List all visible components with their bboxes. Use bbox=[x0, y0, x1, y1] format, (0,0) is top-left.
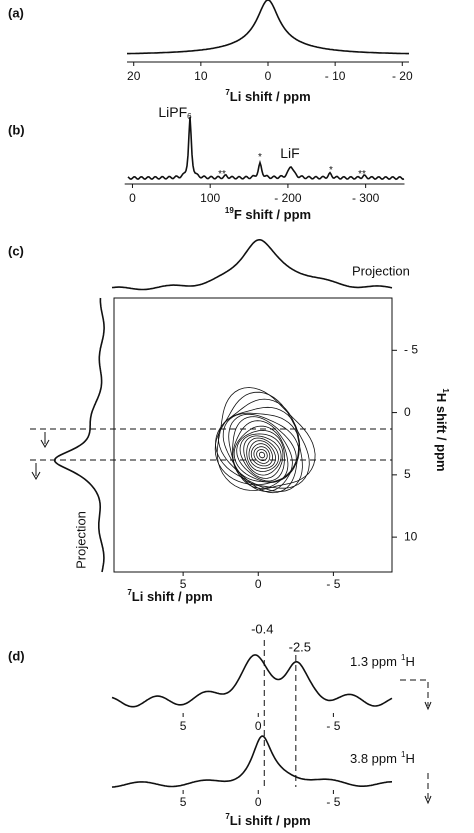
projection bbox=[111, 239, 393, 291]
annotation: * bbox=[329, 165, 333, 176]
unit: H bbox=[405, 751, 414, 766]
superscript: 7 bbox=[127, 588, 132, 597]
y-axis-title: 1H shift / ppm bbox=[434, 388, 450, 471]
x-tick-label: 5 bbox=[180, 577, 187, 591]
panel-label: (d) bbox=[8, 648, 25, 663]
panel-label: (a) bbox=[8, 5, 24, 20]
label-text: LiPF bbox=[158, 104, 187, 120]
label-text: * bbox=[329, 165, 333, 176]
contour bbox=[248, 440, 277, 469]
contour bbox=[239, 433, 284, 479]
arrow-head bbox=[31, 471, 41, 481]
annotation: LiPF6 bbox=[158, 104, 192, 121]
contour bbox=[250, 443, 273, 467]
annotation: ** bbox=[358, 169, 366, 180]
x-tick-label: - 5 bbox=[326, 577, 340, 591]
spectrum bbox=[111, 654, 393, 708]
contour bbox=[232, 416, 297, 485]
annotation: ** bbox=[218, 169, 226, 180]
x-tick-label: 0 bbox=[255, 795, 262, 809]
contour bbox=[259, 451, 266, 459]
panel-label: (c) bbox=[8, 243, 24, 258]
peak-label: -0.4 bbox=[251, 621, 273, 636]
label-text: ** bbox=[358, 169, 366, 180]
spectrum bbox=[127, 0, 409, 55]
label-text: Li shift / ppm bbox=[132, 589, 213, 604]
x-tick-label: - 5 bbox=[326, 795, 340, 809]
label-text: ** bbox=[218, 169, 226, 180]
contour bbox=[222, 412, 301, 492]
annotation: * bbox=[258, 152, 262, 163]
superscript: 1 bbox=[401, 750, 406, 759]
label-text: F shift / ppm bbox=[234, 207, 311, 222]
contour bbox=[217, 406, 300, 494]
contour bbox=[214, 391, 310, 489]
projection-label: Projection bbox=[73, 511, 88, 569]
x-tick-label: 5 bbox=[180, 719, 187, 733]
contour bbox=[253, 446, 271, 464]
label-text: 3.8 ppm bbox=[350, 751, 397, 766]
y-tick-label: 10 bbox=[404, 529, 418, 543]
superscript: 1 bbox=[401, 653, 406, 662]
arrow-head bbox=[424, 701, 432, 711]
x-tick-label: 0 bbox=[265, 69, 272, 83]
x-axis-title: 7Li shift / ppm bbox=[225, 88, 310, 104]
x-tick-label: - 20 bbox=[392, 69, 413, 83]
contour bbox=[233, 425, 289, 483]
arrow bbox=[400, 679, 429, 706]
y-tick-label: 0 bbox=[404, 405, 411, 419]
spectrum bbox=[111, 735, 392, 788]
x-tick-label: - 300 bbox=[352, 191, 380, 205]
x-tick-label: 5 bbox=[180, 795, 187, 809]
y-tick-label: 5 bbox=[404, 467, 411, 481]
contour bbox=[216, 387, 316, 491]
peak-label: -2.5 bbox=[289, 639, 311, 654]
x-tick-label: - 10 bbox=[325, 69, 346, 83]
panel-label: (b) bbox=[8, 122, 25, 137]
x-tick-label: 0 bbox=[129, 191, 136, 205]
superscript: 7 bbox=[225, 812, 230, 821]
contour bbox=[243, 435, 282, 476]
x-tick-label: 20 bbox=[127, 69, 141, 83]
label-text: Li shift / ppm bbox=[230, 813, 311, 828]
arrow-head bbox=[424, 795, 432, 805]
annotation: LiF bbox=[280, 145, 299, 161]
x-tick-label: - 5 bbox=[326, 719, 340, 733]
x-tick-label: 100 bbox=[200, 191, 220, 205]
x-axis-title: 7Li shift / ppm bbox=[127, 588, 212, 604]
contour bbox=[232, 420, 293, 483]
unit: H bbox=[405, 654, 414, 669]
x-axis-title: 7Li shift / ppm bbox=[225, 812, 310, 828]
arrow-head bbox=[40, 439, 50, 449]
superscript: 19 bbox=[225, 206, 234, 215]
contour bbox=[236, 429, 285, 482]
subscript: 6 bbox=[187, 112, 192, 121]
superscript: 1 bbox=[441, 388, 450, 393]
trace-label: 1.3 ppm 1H bbox=[350, 653, 415, 669]
projection-label: Projection bbox=[352, 263, 410, 278]
plot-frame bbox=[113, 297, 393, 573]
x-tick-label: 0 bbox=[255, 719, 262, 733]
label-text: H shift / ppm bbox=[434, 393, 449, 472]
contour-plot bbox=[214, 387, 316, 494]
x-tick-label: - 200 bbox=[274, 191, 302, 205]
contour bbox=[256, 449, 268, 461]
label-text: 1.3 ppm bbox=[350, 654, 397, 669]
projection bbox=[53, 297, 105, 573]
y-tick-label: - 5 bbox=[404, 342, 418, 356]
x-tick-label: 10 bbox=[194, 69, 208, 83]
label-text: Li shift / ppm bbox=[230, 89, 311, 104]
contour bbox=[228, 413, 300, 489]
trace-label: 3.8 ppm 1H bbox=[350, 750, 415, 766]
contour bbox=[246, 437, 279, 472]
contour bbox=[215, 398, 303, 492]
label-text: * bbox=[258, 152, 262, 163]
x-tick-label: 0 bbox=[255, 577, 262, 591]
x-axis-title: 19F shift / ppm bbox=[225, 206, 311, 222]
spectrum bbox=[127, 116, 405, 181]
label-text: LiF bbox=[280, 145, 299, 161]
superscript: 7 bbox=[225, 88, 230, 97]
